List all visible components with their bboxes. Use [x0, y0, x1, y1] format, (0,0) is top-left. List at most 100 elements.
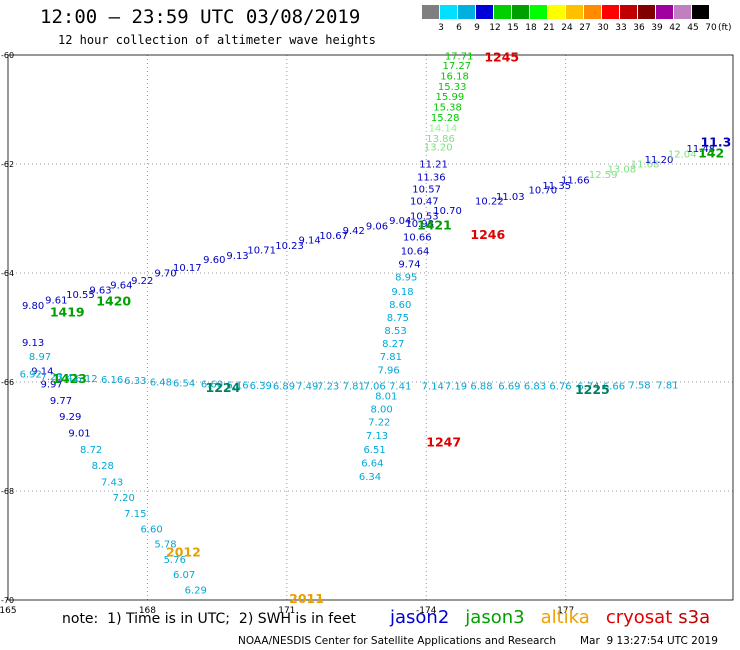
- value-label: 7.58: [628, 381, 650, 392]
- footer-timestamp: Mar 9 13:27:54 UTC 2019: [580, 635, 718, 647]
- color-swatch-45: [674, 5, 691, 19]
- value-label: 10.71: [247, 245, 276, 256]
- value-label: 6.29: [185, 585, 207, 596]
- color-swatch-70: [692, 5, 709, 19]
- value-label: 7.20: [113, 493, 135, 504]
- value-label: 6.12: [75, 374, 97, 385]
- color-scale-label: 70: [705, 23, 717, 33]
- value-labels: 17.7117.2716.1815.3315.9915.3815.2814.14…: [20, 51, 716, 596]
- value-label: 6.16: [226, 381, 248, 392]
- color-scale-label: 21: [543, 23, 555, 33]
- value-label: 7.81: [343, 382, 365, 393]
- value-label: 7.81: [380, 352, 402, 363]
- value-label: 9.04: [389, 216, 411, 227]
- color-scale-label: 42: [669, 23, 681, 33]
- y-tick-label: -64: [1, 269, 14, 278]
- plot-frame: [7, 54, 734, 601]
- value-label: 9.80: [22, 301, 44, 312]
- value-label: 10.22: [475, 196, 504, 207]
- color-scale-label: 36: [633, 23, 645, 33]
- value-label: 10.66: [403, 232, 432, 243]
- value-label: 7.41: [57, 373, 79, 384]
- value-label: 6.16: [101, 375, 123, 386]
- value-label: 9.42: [343, 226, 365, 237]
- value-label: 7.43: [101, 478, 123, 489]
- track-id-label: 2011: [289, 591, 324, 606]
- color-swatch-18: [512, 5, 529, 19]
- value-label: 9.13: [22, 338, 44, 349]
- color-swatch-27: [566, 5, 583, 19]
- value-label: 6.92: [20, 370, 42, 381]
- color-scale-label: 3: [438, 23, 444, 33]
- color-swatch-42: [656, 5, 673, 19]
- value-label: 12.04: [668, 149, 697, 160]
- color-swatch-24: [548, 5, 565, 19]
- grid-lines: [8, 55, 733, 600]
- value-label: 7.49: [296, 382, 318, 393]
- color-swatch-9: [458, 5, 475, 19]
- value-label: 8.27: [382, 339, 404, 350]
- value-label: 9.77: [50, 396, 72, 407]
- color-swatch-39: [638, 5, 655, 19]
- value-label: 8.95: [395, 273, 417, 284]
- value-label: 9.14: [298, 236, 320, 247]
- value-label: 10.98: [405, 219, 434, 230]
- track-id-label: 1423: [52, 371, 87, 386]
- value-label: 17.27: [443, 61, 472, 72]
- value-label: 15.28: [431, 113, 460, 124]
- value-label: 8.53: [384, 326, 406, 337]
- value-label: 10.70: [528, 185, 557, 196]
- value-label: 8.75: [387, 313, 409, 324]
- color-scale-label: 24: [561, 23, 573, 33]
- value-label: 7.96: [377, 365, 399, 376]
- value-label: 6.07: [173, 570, 195, 581]
- satellite-legend: jason2 jason3 altika cryosat s3a: [390, 607, 726, 628]
- x-tick-label: 165: [0, 606, 17, 616]
- value-label: 10.57: [412, 184, 441, 195]
- value-label: 6.60: [201, 379, 223, 390]
- x-tick-label: -174: [416, 606, 437, 616]
- legend-s3a: s3a: [678, 607, 711, 628]
- value-label: 10.47: [410, 196, 439, 207]
- axis-ticks: 165 168 171 -174 177 -60 -62 -64 -66 -68 -70: [0, 51, 574, 616]
- value-label: 7.22: [368, 418, 390, 429]
- value-label: 11.48: [686, 144, 715, 155]
- track-id-label: 2012: [166, 544, 201, 559]
- legend-jason2: jason2: [390, 607, 450, 628]
- value-label: 7.13: [366, 431, 388, 442]
- y-tick-label: -70: [1, 596, 14, 605]
- color-swatch-6: [440, 5, 457, 19]
- plot-border: [7, 54, 734, 601]
- value-label: 7.41: [389, 382, 411, 393]
- value-label: 9.14: [31, 366, 53, 377]
- value-label: 10.17: [173, 263, 202, 274]
- value-label: 8.28: [92, 461, 114, 472]
- value-label: 8.60: [389, 300, 411, 311]
- value-label: 13.20: [424, 142, 453, 153]
- value-label: 9.29: [59, 412, 81, 423]
- value-label: 5.76: [164, 555, 186, 566]
- footer-credit: NOAA/NESDIS Center for Satellite Applica…: [238, 635, 556, 647]
- value-label: 6.74: [577, 382, 599, 393]
- value-label: 6.34: [359, 472, 381, 483]
- x-tick-label: 171: [278, 606, 295, 616]
- value-label: 6.69: [498, 382, 520, 393]
- track-id-label: 11.3: [700, 135, 731, 150]
- value-label: 8.01: [375, 391, 397, 402]
- track-id-label: 1420: [96, 294, 131, 309]
- value-label: 15.38: [433, 103, 462, 114]
- color-swatch-12: [476, 5, 493, 19]
- color-swatch-36: [620, 5, 637, 19]
- x-tick-label: 177: [557, 606, 574, 616]
- value-label: 11.20: [645, 155, 674, 166]
- value-label: 14.14: [429, 123, 458, 134]
- value-label: 9.63: [89, 286, 111, 297]
- value-label: 10.53: [410, 212, 439, 223]
- value-label: 7.15: [124, 509, 146, 520]
- y-tick-label: -68: [1, 487, 14, 496]
- value-label: 15.99: [436, 92, 465, 103]
- units-note: note: 1) Time is in UTC; 2) SWH is in fe…: [62, 611, 356, 627]
- value-label: 11.03: [496, 192, 525, 203]
- color-scale-label: 45: [687, 23, 699, 33]
